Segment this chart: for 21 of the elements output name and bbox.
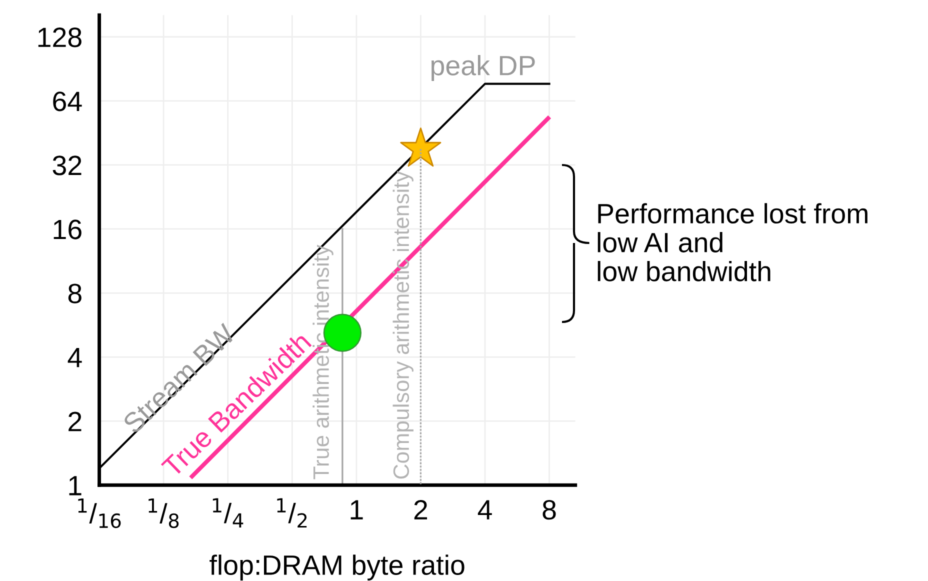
- x-tick-label: 2: [414, 500, 428, 520]
- annotation: peak DP: [432, 55, 535, 81]
- y-tick-label: 16: [54, 220, 82, 240]
- text: Performance lost from low AI and low bandwidth: [598, 203, 868, 282]
- x-tick-label: $^{1}$/$_{16}$: [78, 498, 121, 528]
- x-tick-label: 4: [478, 500, 492, 520]
- x-axis-title: flop:DRAM byte ratio: [210, 554, 464, 580]
- y-tick-label: 8: [68, 284, 82, 304]
- annotation: Compulsory arithmetic intensity: [392, 171, 414, 479]
- y-tick-label: 2: [68, 412, 82, 432]
- y-tick-label: 64: [53, 92, 82, 112]
- x-tick-label: 8: [542, 500, 556, 520]
- y-tick-label: 128: [38, 28, 82, 48]
- y-tick-label: 1: [69, 476, 82, 496]
- y-tick-label: 32: [52, 156, 82, 176]
- x-tick-label: $^{1}$/$_{2}$: [277, 498, 307, 528]
- annotation: True arithmetic intensity: [312, 244, 334, 480]
- y-tick-label: 4: [68, 348, 82, 368]
- x-tick-label: $^{1}$/$_{4}$: [212, 498, 244, 528]
- x-tick-label: $^{1}$/$_{8}$: [148, 498, 179, 528]
- x-tick-label: 1: [350, 500, 363, 520]
